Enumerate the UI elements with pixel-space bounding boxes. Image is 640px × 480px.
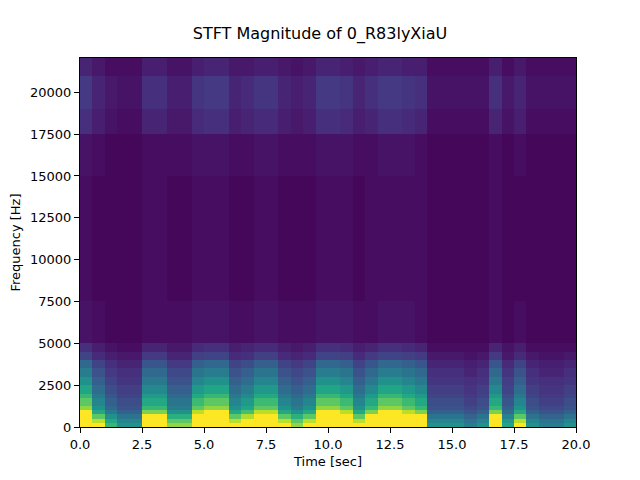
- svg-text:15.0: 15.0: [438, 437, 467, 452]
- svg-text:0.0: 0.0: [70, 437, 91, 452]
- svg-text:STFT Magnitude of 0_R83lyXiaU: STFT Magnitude of 0_R83lyXiaU: [193, 24, 448, 44]
- svg-text:20000: 20000: [30, 85, 71, 100]
- svg-text:0: 0: [63, 420, 71, 435]
- svg-text:10.0: 10.0: [314, 437, 343, 452]
- svg-text:20.0: 20.0: [562, 437, 591, 452]
- svg-text:7500: 7500: [38, 294, 71, 309]
- svg-text:2500: 2500: [38, 378, 71, 393]
- svg-text:12.5: 12.5: [376, 437, 405, 452]
- svg-text:12500: 12500: [30, 210, 71, 225]
- svg-text:5000: 5000: [38, 336, 71, 351]
- svg-text:15000: 15000: [30, 169, 71, 184]
- svg-text:10000: 10000: [30, 252, 71, 267]
- svg-text:17.5: 17.5: [500, 437, 529, 452]
- svg-text:Frequency [Hz]: Frequency [Hz]: [8, 193, 23, 291]
- svg-text:5.0: 5.0: [194, 437, 215, 452]
- svg-text:17500: 17500: [30, 127, 71, 142]
- svg-text:7.5: 7.5: [256, 437, 277, 452]
- svg-text:Time [sec]: Time [sec]: [293, 454, 362, 469]
- svg-text:2.5: 2.5: [132, 437, 153, 452]
